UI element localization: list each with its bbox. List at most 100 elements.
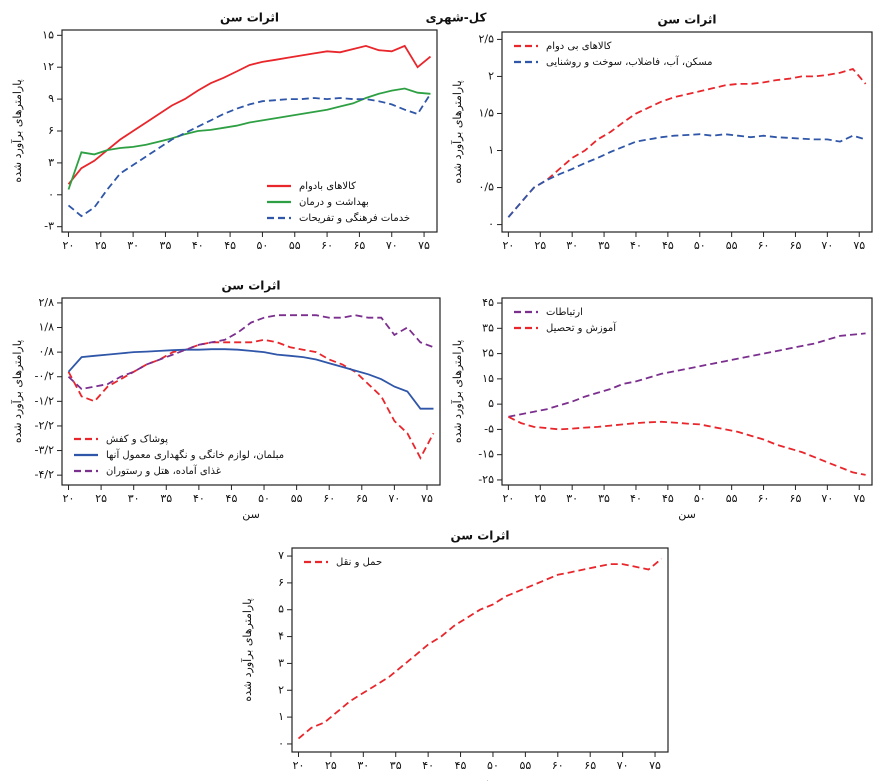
x-tick-label: ۶۵ [790, 239, 802, 252]
legend-label: کالاهای بادوام [299, 181, 356, 192]
legend-label: کالاهای بی دوام [546, 41, 612, 52]
y-tick-label: -۲/۲ [35, 419, 55, 432]
legend-label: بهداشت و درمان [299, 197, 369, 208]
x-tick-label: ۲۰ [502, 239, 514, 252]
x-axis-label: سن [678, 508, 696, 521]
y-axis-label: پارامترهای برآورد شده [450, 340, 464, 443]
x-tick-label: ۶۵ [790, 492, 802, 505]
x-tick-label: ۶۵ [356, 492, 368, 505]
y-tick-label: ۹ [48, 92, 54, 105]
y-axis-label: پارامترهای برآورد شده [450, 80, 464, 183]
x-tick-label: ۵۰ [694, 492, 706, 505]
y-tick-label: ۲/۸ [38, 296, 54, 309]
legend-label: حمل و نقل [336, 557, 382, 568]
y-tick-label: ۳ [278, 656, 284, 669]
y-tick-label: -۱/۲ [35, 394, 55, 407]
x-tick-label: ۷۰ [821, 492, 833, 505]
x-tick-label: ۶۰ [552, 759, 564, 772]
legend-label: ارتباطات [546, 307, 583, 318]
legend-label: مسکن، آب، فاضلاب، سوخت و روشنایی [546, 55, 712, 68]
x-tick-label: ۷۵ [649, 759, 661, 772]
x-tick-label: ۴۵ [224, 239, 236, 252]
x-tick-label: ۳۵ [598, 492, 610, 505]
y-axis-label: پارامترهای برآورد شده [10, 79, 24, 182]
y-tick-label: ۲/۵ [478, 32, 494, 45]
y-tick-label: ۵ [488, 397, 494, 410]
x-tick-label: ۵۵ [726, 239, 738, 252]
x-tick-label: ۴۵ [662, 492, 674, 505]
y-axis-label: پارامترهای برآورد شده [240, 598, 254, 701]
x-tick-label: ۷۰ [388, 492, 400, 505]
x-tick-label: ۷۰ [386, 239, 398, 252]
y-tick-label: -۲۵ [478, 473, 494, 486]
x-tick-label: ۳۰ [127, 239, 139, 252]
y-tick-label: ۲۵ [482, 347, 494, 360]
chart: اثرات سن پارامترهای برآورد شده سن ۲/۸ ۱/۸ ۰/۸… [10, 279, 441, 521]
y-tick-label: ۳ [48, 156, 54, 169]
x-tick-label: ۵۵ [726, 492, 738, 505]
x-tick-label: ۴۰ [193, 492, 205, 505]
x-tick-label: ۵۵ [289, 239, 301, 252]
x-tick-label: ۲۵ [534, 492, 546, 505]
y-tick-label: ۷ [278, 549, 284, 562]
x-tick-label: ۲۵ [534, 239, 546, 252]
x-tick-label: ۶۵ [353, 239, 365, 252]
x-tick-label: ۶۵ [584, 759, 596, 772]
chart-title: اثرات سن [220, 11, 279, 25]
y-tick-label: ۰/۸ [38, 345, 54, 358]
x-tick-label: ۳۵ [160, 239, 172, 252]
x-tick-label: ۵۰ [257, 239, 269, 252]
y-tick-label: ۱ [488, 144, 494, 157]
y-tick-label: ۵ [278, 603, 284, 616]
series-line [507, 133, 866, 218]
chart-title: اثرات سن [221, 279, 280, 293]
y-tick-label: ۶ [48, 124, 54, 137]
plot-frame [501, 297, 873, 486]
x-tick-label: ۲۰ [502, 492, 514, 505]
plot-frame [291, 547, 669, 753]
chart: پارامترهای برآورد شده سن ۴۵ ۳۵ ۲۵ ۱۵ ۵ -۵ -۱۵ -۲۵… [450, 296, 873, 521]
plot-frame [61, 297, 441, 486]
legend-label: پوشاک و کفش [106, 434, 168, 445]
x-tick-label: ۷۵ [853, 239, 865, 252]
x-tick-label: ۵۰ [694, 239, 706, 252]
y-tick-label: -۳ [44, 220, 54, 233]
y-tick-label: ۰ [48, 188, 54, 201]
y-tick-label: ۱/۸ [38, 321, 54, 334]
x-tick-label: ۴۵ [662, 239, 674, 252]
x-tick-label: ۲۵ [95, 239, 107, 252]
x-tick-label: ۷۰ [821, 239, 833, 252]
x-tick-label: ۳۰ [566, 239, 578, 252]
series-line [508, 332, 866, 418]
series-line [67, 87, 431, 190]
y-tick-label: ۰ [488, 218, 494, 231]
x-tick-label: ۲۰ [63, 492, 75, 505]
series-line [67, 314, 434, 390]
x-tick-label: ۴۰ [192, 239, 204, 252]
x-tick-label: ۷۰ [617, 759, 629, 772]
y-tick-label: ۰/۵ [478, 181, 494, 194]
x-tick-label: ۳۵ [390, 759, 402, 772]
y-tick-label: ۲ [278, 683, 284, 696]
legend-label: خدمات فرهنگی و تفریحات [299, 212, 410, 224]
legend-label: مبلمان، لوازم خانگی و نگهداری معمول آنها [106, 448, 284, 461]
series-line [67, 93, 432, 218]
y-tick-label: ۰ [278, 737, 284, 750]
x-tick-label: ۳۰ [128, 492, 140, 505]
legend-label: غذای آماده، هتل و رستوران [106, 464, 221, 477]
y-tick-label: -۵ [484, 422, 494, 435]
x-axis-label: سن [242, 508, 260, 521]
y-axis-label: پارامترهای برآورد شده [10, 340, 24, 443]
x-tick-label: ۶۰ [323, 492, 335, 505]
series-line [297, 558, 663, 740]
x-tick-label: ۲۰ [63, 239, 75, 252]
x-tick-label: ۷۵ [421, 492, 433, 505]
x-tick-label: ۴۵ [226, 492, 238, 505]
x-tick-label: ۳۵ [160, 492, 172, 505]
x-tick-label: ۶۰ [758, 492, 770, 505]
x-tick-label: ۴۵ [455, 759, 467, 772]
y-tick-label: ۱۲ [42, 60, 54, 73]
